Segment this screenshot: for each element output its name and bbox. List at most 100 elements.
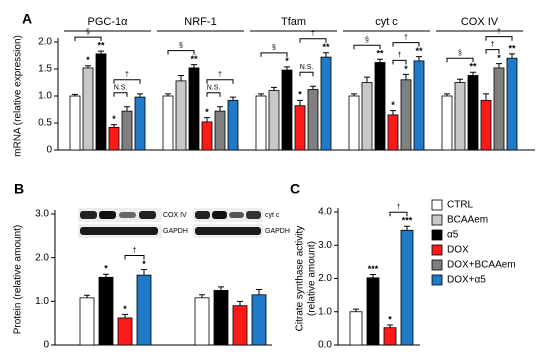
bar [227, 99, 239, 151]
bar [454, 82, 466, 151]
error-bar [444, 93, 450, 96]
significance-label: * [404, 64, 408, 74]
y-axis-label: Protein (relative amount) [13, 225, 24, 335]
legend-swatch [431, 244, 443, 256]
band [139, 211, 156, 219]
legend-swatch [431, 229, 443, 241]
significance-label: * [86, 55, 90, 65]
error-bar [390, 110, 396, 115]
band [195, 211, 210, 219]
legend-label: DOX+α5 [447, 275, 486, 286]
legend-label: CTRL [447, 200, 474, 211]
bar [366, 277, 380, 346]
significance-label: * [205, 107, 209, 117]
significance-label: *** [402, 216, 413, 226]
significance-label: * [142, 259, 146, 269]
error-bar [370, 274, 376, 278]
blot-cyt-c [193, 208, 263, 238]
comparison-label: N.S. [114, 85, 128, 92]
band [246, 211, 261, 219]
bar [175, 80, 187, 151]
comparison-label: N.S. [207, 85, 221, 92]
y-tick-label: 0 [46, 145, 52, 156]
bar [400, 79, 412, 151]
significance-label: *** [368, 264, 379, 274]
y-axis-label: (relative amount) [307, 241, 318, 316]
y-tick-label: 1.5 [38, 64, 52, 75]
panel-label: A [22, 11, 32, 27]
error-bar [237, 300, 243, 306]
comparison-bracket [353, 44, 381, 50]
error-bar [137, 93, 143, 98]
comparison-bracket [74, 36, 102, 42]
error-bar [256, 289, 262, 295]
significance-label: ** [415, 46, 423, 56]
bar [320, 56, 332, 151]
comparison-label: † [497, 28, 501, 35]
bar [69, 95, 81, 151]
bar [268, 90, 280, 151]
error-bar [457, 78, 463, 83]
bar [82, 67, 94, 151]
band [99, 211, 116, 219]
y-tick-label: 3.0 [318, 240, 332, 251]
significance-label: ** [97, 41, 105, 51]
error-bar [297, 99, 303, 106]
comparison-label: † [218, 72, 222, 79]
bar [441, 95, 453, 151]
error-bar [98, 50, 104, 54]
blot-cox-iv [78, 208, 162, 238]
error-bar [377, 58, 383, 63]
legend-label: α5 [447, 230, 459, 241]
legend-swatch [431, 259, 443, 271]
error-bar [141, 268, 147, 276]
band [195, 227, 261, 235]
category-label: NRF-1 [184, 16, 216, 28]
error-bar [204, 117, 210, 122]
comparison-bracket [389, 211, 408, 217]
bar [201, 121, 213, 151]
error-bar [364, 76, 370, 83]
bar [467, 75, 479, 151]
error-bar [178, 74, 184, 81]
y-tick-label: 1.0 [38, 91, 52, 102]
error-bar [111, 124, 117, 128]
y-tick-label: 2.0 [318, 273, 332, 284]
comparison-bracket [446, 57, 474, 63]
comparison-label: † [125, 72, 129, 79]
category-label: Tfam [281, 16, 306, 28]
bar [117, 317, 133, 346]
significance-label: ** [469, 62, 477, 72]
error-bar [85, 65, 91, 68]
error-bar [353, 308, 359, 312]
error-bar [103, 273, 109, 278]
error-bar [403, 73, 409, 80]
y-tick-label: 1.0 [318, 306, 332, 317]
comparison-label: § [365, 37, 369, 44]
bar [134, 96, 146, 151]
band [119, 212, 136, 218]
comparison-label: † [398, 52, 402, 59]
error-bar [217, 106, 223, 112]
comparison-label: § [86, 29, 90, 36]
significance-label: ** [376, 49, 384, 59]
y-axis-label: Citrate synthase activity [295, 226, 306, 332]
category-label: PGC-1α [88, 16, 129, 28]
comparison-label: N.S. [300, 64, 314, 71]
comparison-bracket [124, 254, 145, 260]
error-bar [509, 53, 515, 59]
significance-label: ** [322, 42, 330, 52]
comparison-bracket [167, 50, 195, 55]
comparison-label: § [458, 50, 462, 57]
bar [387, 114, 399, 151]
comparison-bracket [392, 59, 407, 65]
legend-label: DOX [447, 245, 469, 256]
y-tick-label: 3.0 [35, 209, 49, 220]
error-bar [404, 225, 410, 231]
significance-label: * [112, 114, 116, 124]
error-bar [122, 313, 128, 318]
legend-swatch [431, 274, 443, 286]
error-bar [230, 96, 236, 101]
significance-label: * [497, 53, 501, 63]
